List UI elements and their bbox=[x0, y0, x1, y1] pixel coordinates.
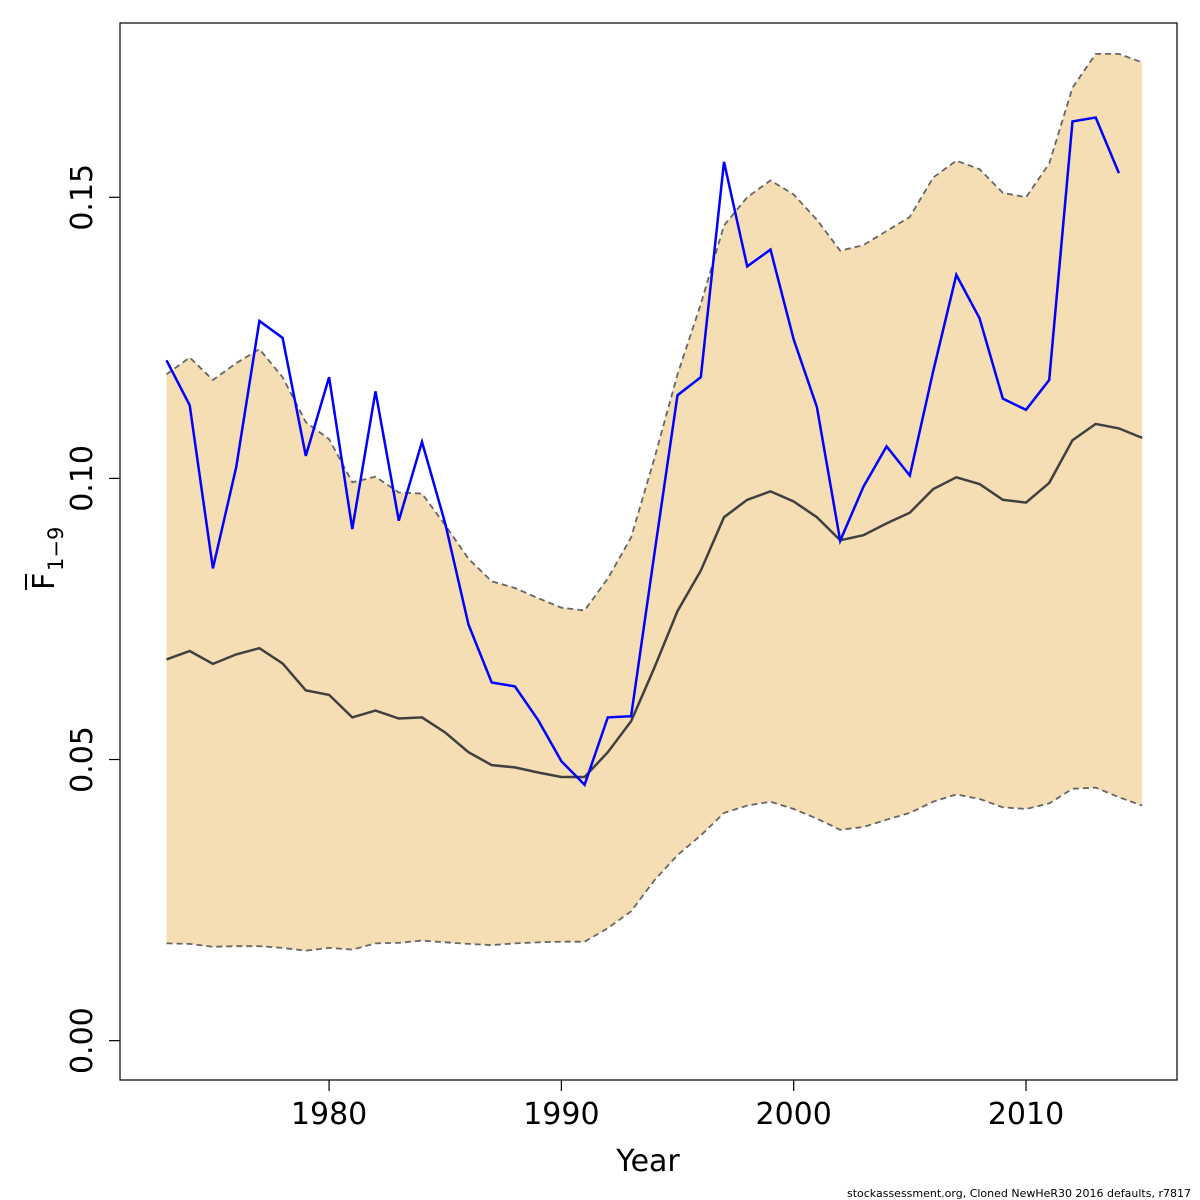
y-tick-label: 0.10 bbox=[65, 445, 100, 512]
x-tick-label: 1990 bbox=[523, 1097, 599, 1132]
y-axis-title: F 1−9 bbox=[25, 527, 68, 590]
y-tick-label: 0.15 bbox=[65, 164, 100, 231]
lower-bound-line bbox=[166, 786, 1143, 952]
x-axis: 1980 1990 2000 2010 bbox=[291, 1080, 1064, 1132]
x-tick-label: 2000 bbox=[756, 1097, 832, 1132]
y-tick-label: 0.00 bbox=[65, 1007, 100, 1074]
y-tick-label: 0.05 bbox=[65, 726, 100, 793]
footer-text: stockassessment.org, Cloned NewHeR30 201… bbox=[847, 1187, 1191, 1200]
x-tick-label: 1980 bbox=[291, 1097, 367, 1132]
plot-frame bbox=[119, 22, 1178, 1081]
y-axis-title-subscript: 1−9 bbox=[44, 527, 68, 571]
x-tick-label: 2010 bbox=[988, 1097, 1064, 1132]
y-axis-title-main: F bbox=[27, 573, 62, 590]
retrospective-line bbox=[165, 116, 1121, 788]
confidence-band bbox=[166, 53, 1143, 951]
estimate-line bbox=[166, 422, 1143, 779]
y-axis: 0.00 0.05 0.10 0.15 bbox=[65, 164, 120, 1074]
x-axis-title: Year bbox=[615, 1144, 680, 1179]
upper-bound-line bbox=[165, 53, 1143, 612]
